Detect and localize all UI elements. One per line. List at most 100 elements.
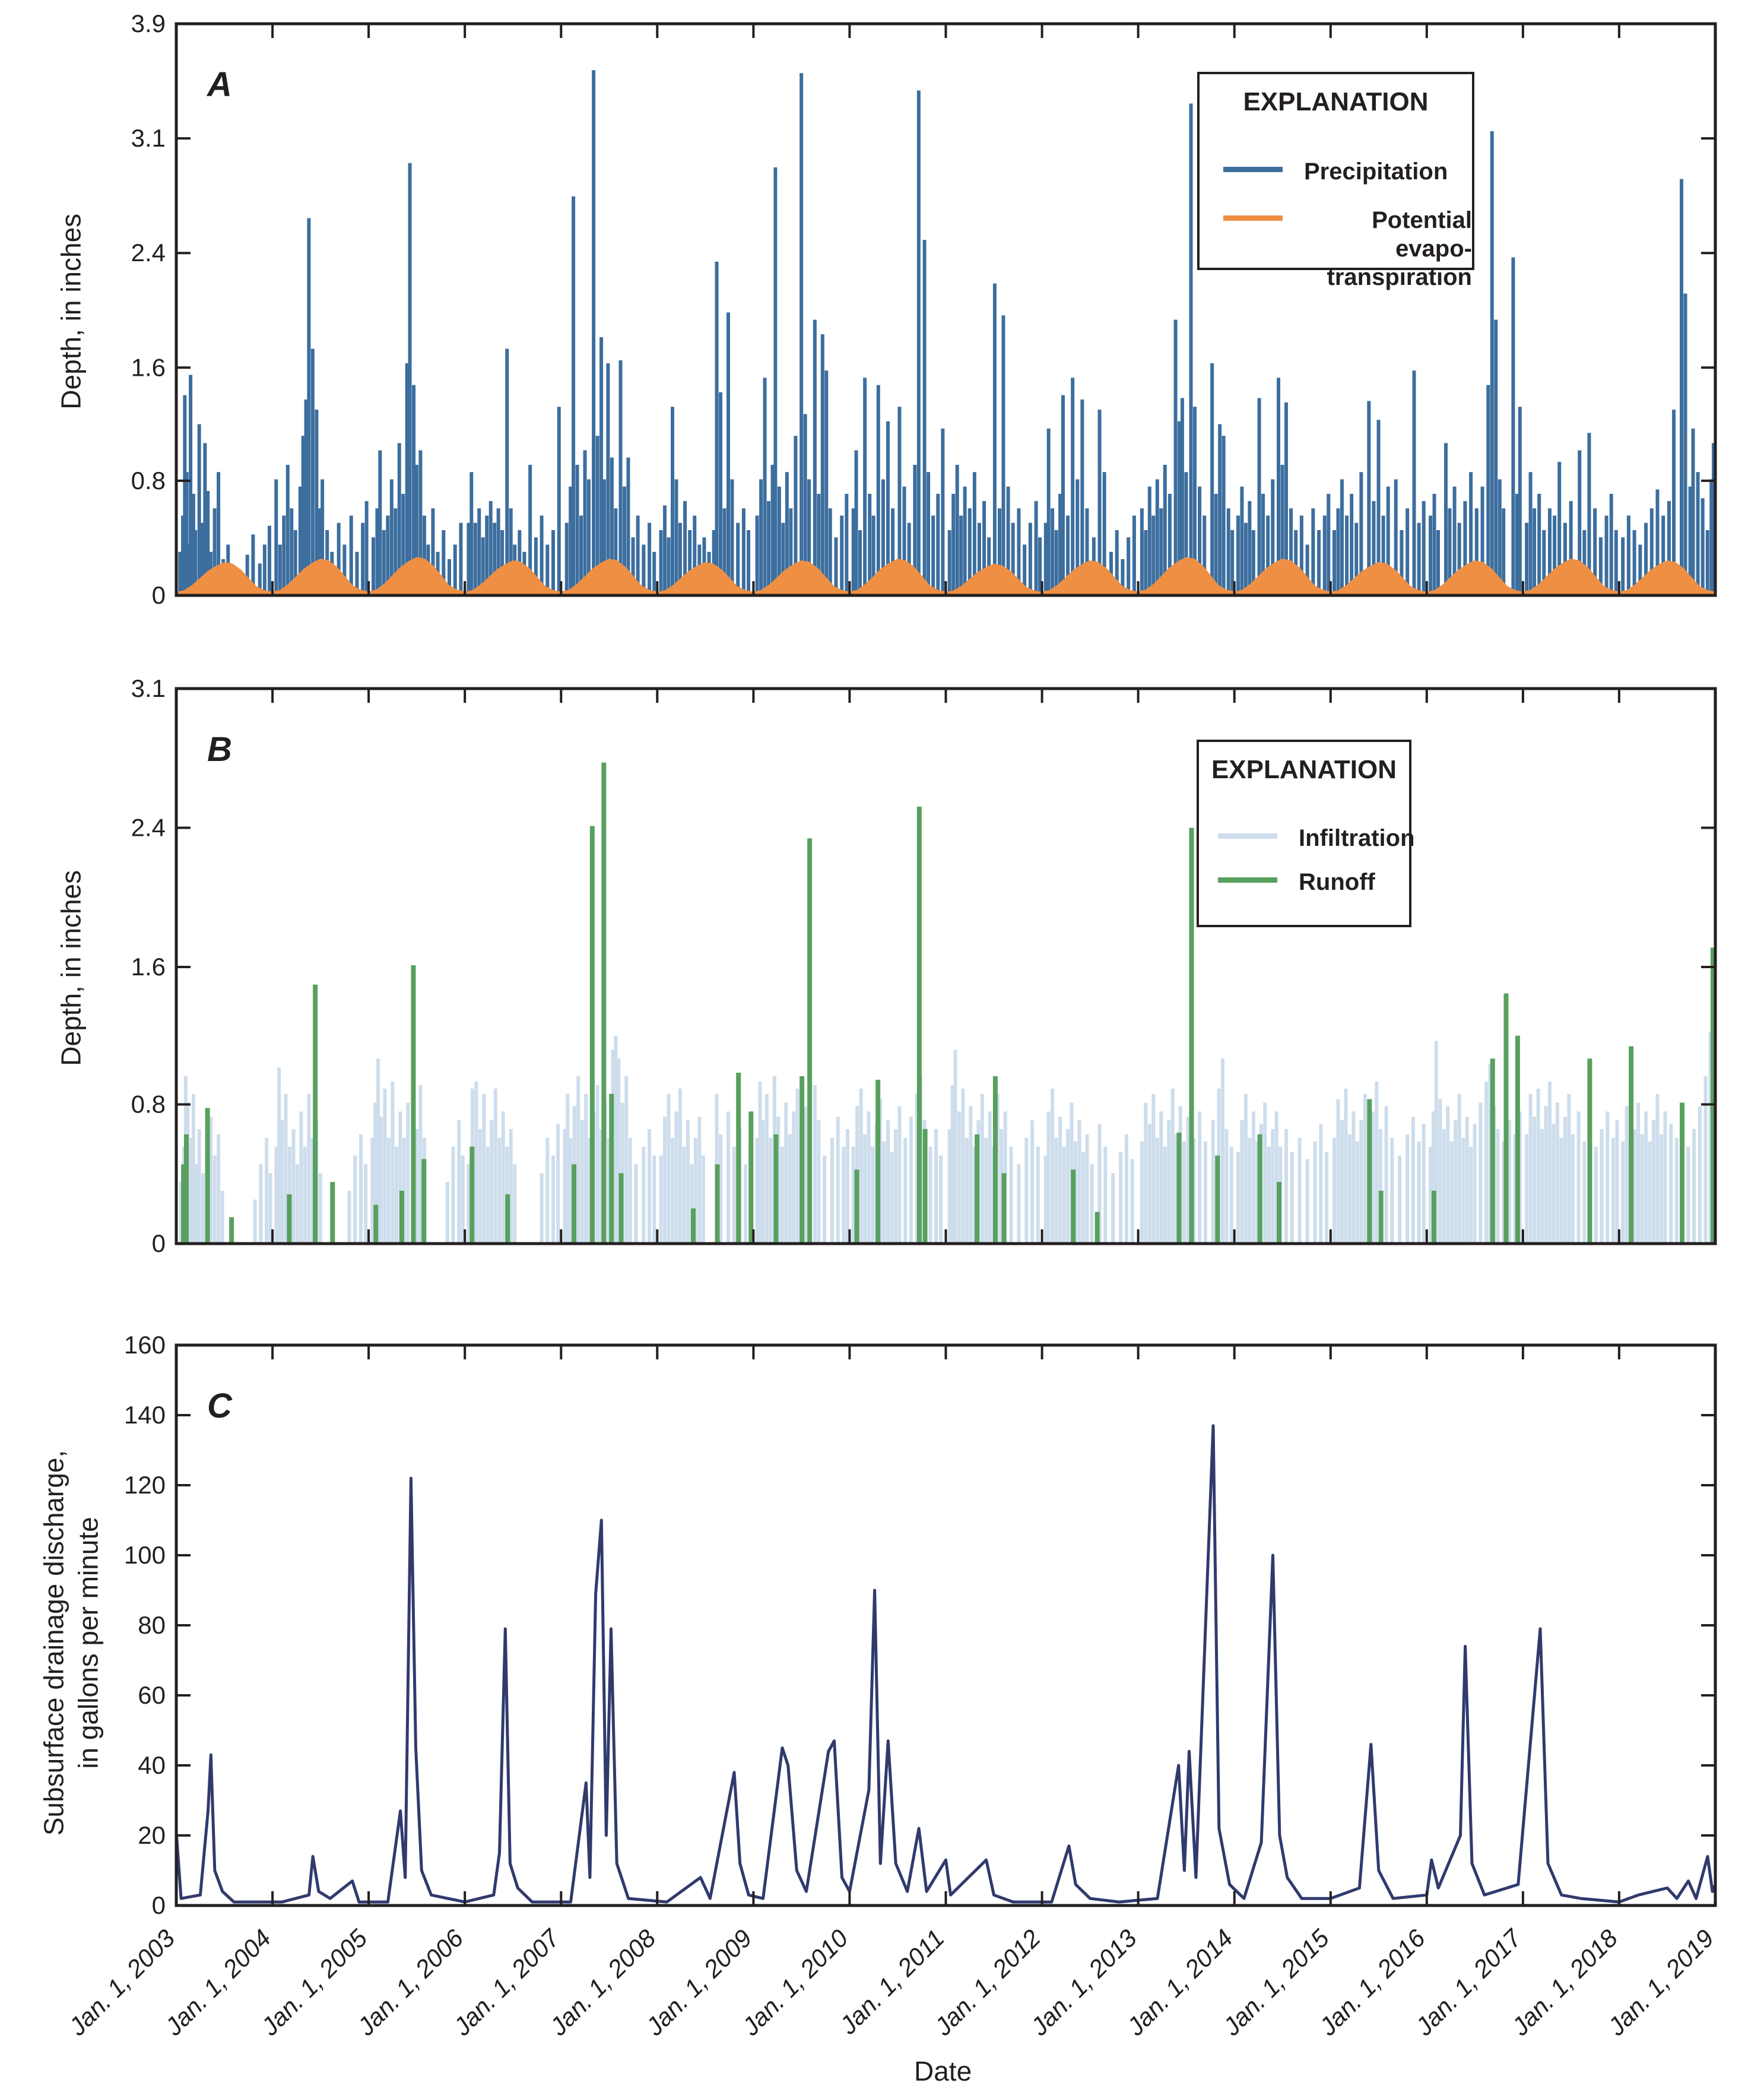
precipitation-bar (1667, 501, 1671, 595)
precipitation-bar (636, 515, 640, 595)
precipitation-bar (1381, 515, 1385, 595)
infiltration-bar (451, 1146, 455, 1244)
legend-b-title: EXPLANATION (1211, 755, 1397, 784)
precipitation-bar (301, 436, 305, 595)
runoff-line-swatch (1218, 877, 1277, 883)
infiltration-bar (792, 1111, 796, 1244)
infiltration-bar (1544, 1106, 1548, 1244)
precipitation-bar (1345, 515, 1349, 595)
infiltration-bar (1442, 1129, 1446, 1244)
infiltration-bar (414, 1129, 418, 1244)
y-tick-label: 0 (152, 581, 166, 609)
infiltration-bar (1054, 1137, 1058, 1244)
runoff-bar (1490, 1058, 1495, 1244)
precipitation-bar (1266, 515, 1270, 595)
precipitation-bar (251, 534, 255, 595)
infiltration-bar (274, 1146, 278, 1244)
precipitation-bar (736, 522, 740, 595)
infiltration-bar (686, 1120, 690, 1244)
runoff-bar (205, 1108, 210, 1244)
infiltration-bar (682, 1146, 686, 1244)
precipitation-bar (245, 554, 249, 595)
infiltration-bar (969, 1106, 973, 1244)
precipitation-bar (564, 522, 569, 595)
precipitation-bar (1332, 530, 1336, 595)
infiltration-bar (769, 1137, 773, 1244)
infiltration-bar (1163, 1146, 1167, 1244)
infiltration-bar (295, 1164, 299, 1244)
infiltration-bar (701, 1155, 705, 1244)
precipitation-bar (528, 465, 532, 595)
precipitation-bar (1271, 479, 1275, 595)
precipitation-bar (998, 508, 1002, 595)
infiltration-bar (1632, 1129, 1636, 1244)
infiltration-bar (595, 1085, 599, 1244)
infiltration-bar (934, 1129, 938, 1244)
precipitation-bar (876, 385, 880, 595)
precipitation-bar (1058, 493, 1062, 595)
precipitation-bar (1494, 319, 1498, 595)
infiltration-bar (1332, 1137, 1336, 1244)
precipitation-bar (851, 508, 855, 595)
infiltration-bar (634, 1164, 638, 1244)
infiltration-bar (1454, 1120, 1458, 1244)
precipitation-bar (1159, 508, 1163, 595)
precipitation-bar (1683, 293, 1687, 595)
infiltration-bar (1198, 1111, 1202, 1244)
panel-letter-c: C (207, 1387, 233, 1425)
precipitation-bar (1604, 515, 1608, 595)
precipitation-bar (1327, 493, 1331, 595)
infiltration-bar (1319, 1124, 1323, 1244)
infiltration-bar (690, 1164, 694, 1244)
infiltration-bar (1036, 1146, 1040, 1244)
infiltration-bar (383, 1088, 387, 1244)
precipitation-bar (931, 515, 935, 595)
infiltration-bar (1255, 1141, 1259, 1244)
precipitation-bar (1463, 501, 1467, 595)
infiltration-bar (509, 1129, 513, 1244)
precipitation-bar (824, 370, 829, 595)
precipitation-bar (448, 559, 452, 595)
precipitation-bar (741, 508, 745, 595)
precipitation-bar (1598, 537, 1603, 595)
infiltration-bar (569, 1137, 573, 1244)
infiltration-bar (1686, 1146, 1690, 1244)
precipitation-bar (583, 450, 587, 595)
infiltration-bar (1674, 1137, 1679, 1244)
y-tick-label: 3.1 (131, 124, 166, 152)
infiltration-bar (1461, 1137, 1465, 1244)
precipitation-bar (1038, 537, 1042, 595)
infiltration-bar (461, 1155, 465, 1244)
infiltration-bar (659, 1155, 663, 1244)
precipitation-bar (315, 410, 319, 595)
precipitation-bar (674, 479, 678, 595)
infiltration-bar (1058, 1117, 1062, 1244)
precipitation-bar (1557, 462, 1562, 595)
infiltration-bar (1236, 1152, 1240, 1244)
precipitation-bar (610, 457, 614, 595)
precipitation-bar (886, 421, 890, 595)
infiltration-bar (1513, 1134, 1517, 1244)
infiltration-bar (1175, 1134, 1179, 1244)
infiltration-bar (1652, 1120, 1656, 1244)
infiltration-bar (648, 1129, 652, 1244)
infiltration-bar (576, 1076, 580, 1244)
precipitation-bar (408, 163, 412, 595)
precipitation-bar (1474, 508, 1479, 595)
precipitation-bar (1248, 501, 1252, 595)
precipitation-bar (1294, 530, 1298, 595)
infiltration-bar (1571, 1134, 1575, 1244)
infiltration-bar (893, 1129, 897, 1244)
infiltration-bar (628, 1137, 632, 1244)
runoff-bar (589, 826, 595, 1244)
precipitation-bar (1251, 530, 1255, 595)
precipitation-bar (1299, 515, 1303, 595)
precipitation-bar (500, 530, 505, 595)
precipitation-bar (863, 378, 867, 595)
precipitation-bar (453, 544, 457, 595)
precipitation-bar (488, 501, 493, 595)
precipitation-bar (667, 537, 671, 595)
infiltration-bar (1130, 1159, 1134, 1244)
infiltration-bar (265, 1137, 269, 1244)
